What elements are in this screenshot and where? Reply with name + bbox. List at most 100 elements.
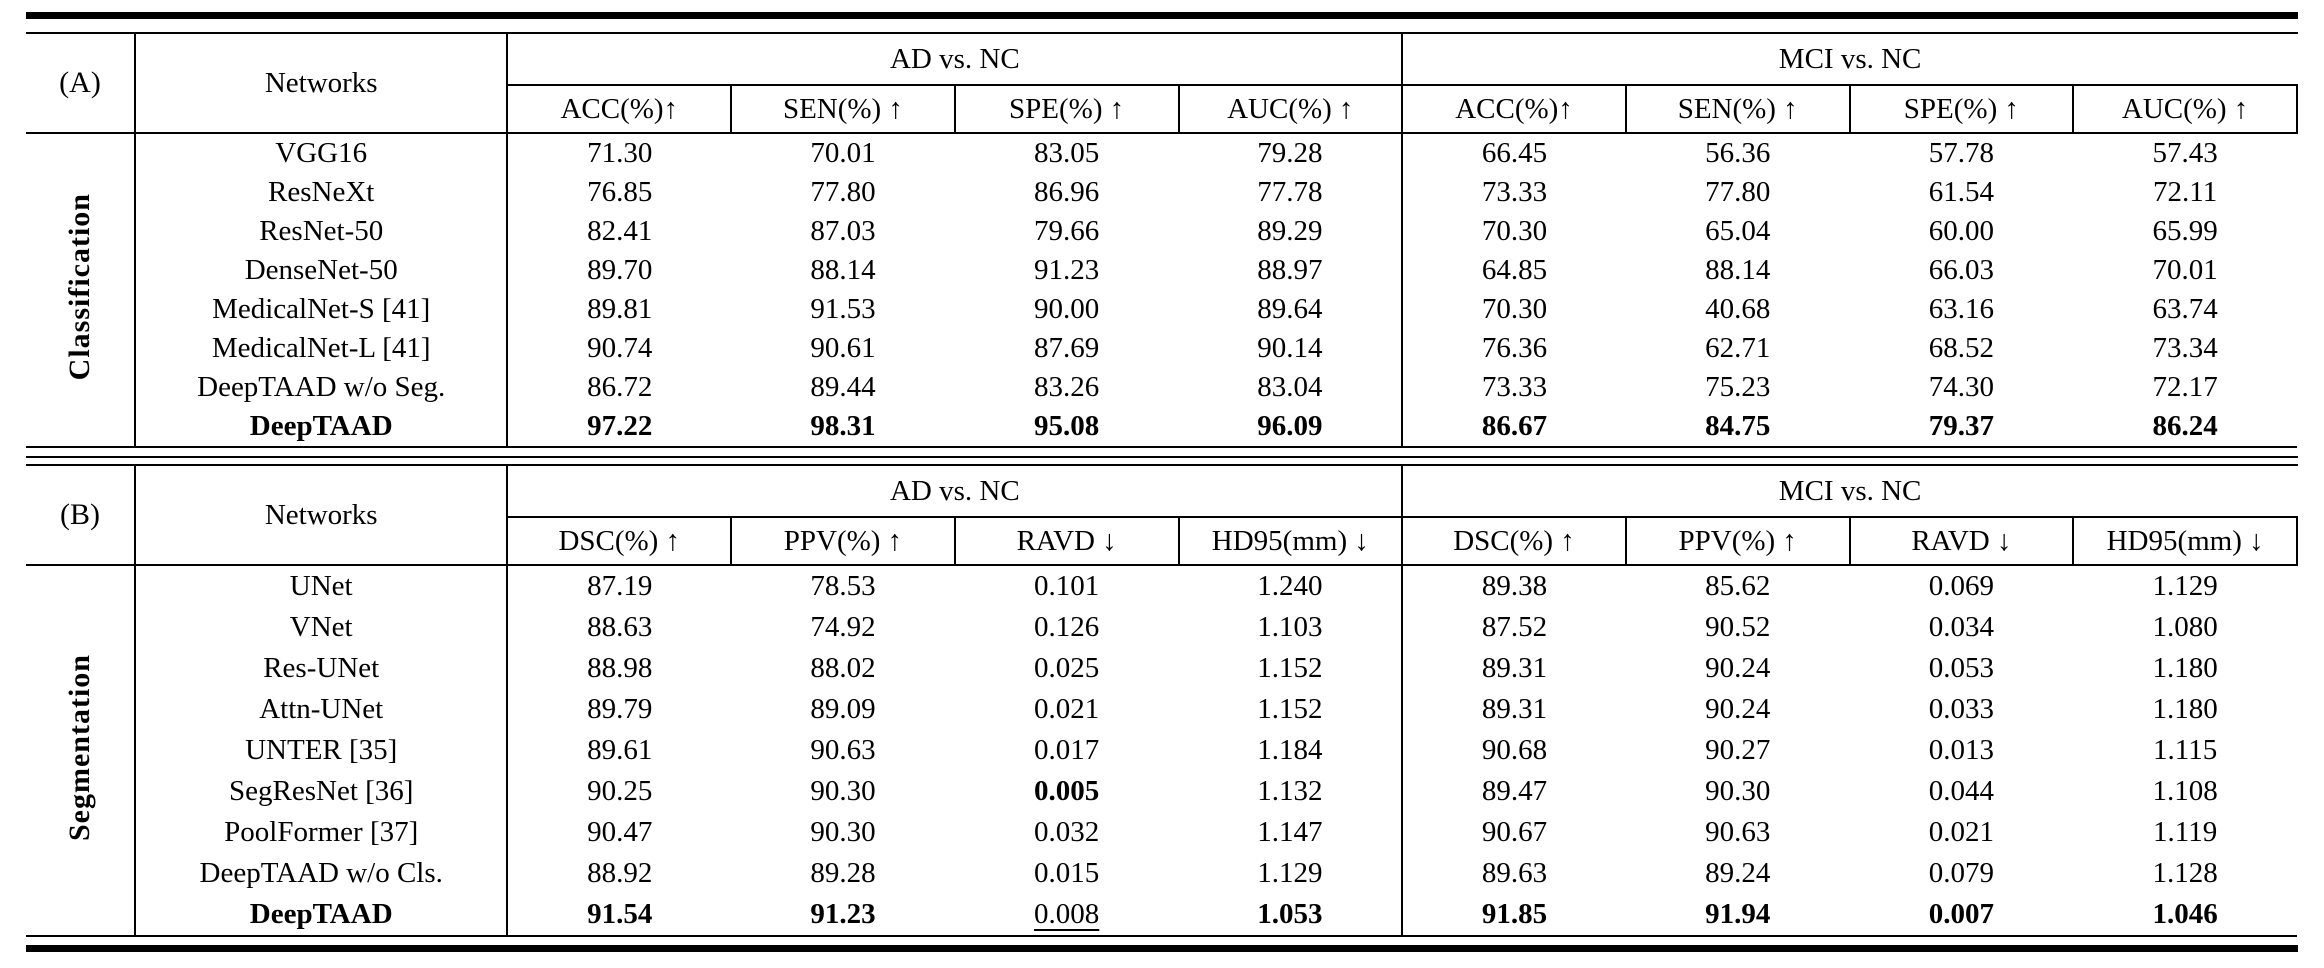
classification-table-body: Classification VGG16 71.30 70.01 83.05 79.28 6… bbox=[26, 133, 2297, 448]
metric-value-cell: 88.98 bbox=[587, 652, 653, 684]
metric-value-cell: 91.53 bbox=[810, 293, 876, 325]
metric-value-cell: 0.032 bbox=[1034, 816, 1100, 848]
table-row: MedicalNet-S [41] 89.81 91.53 90.00 89.64 70.… bbox=[26, 290, 2297, 329]
metric-value-cell: 0.017 bbox=[1034, 734, 1100, 766]
network-name-cell: VNet bbox=[135, 607, 509, 648]
group-header-mci-vs-nc: MCI vs. NC bbox=[1402, 466, 2297, 518]
table-row: SegResNet [36] 90.25 90.30 0.005 1.132 89.47 9… bbox=[26, 771, 2297, 812]
top-rule-thick bbox=[26, 12, 2298, 19]
metric-value-cell: 1.147 bbox=[1178, 812, 1404, 853]
section-label-text: Segmentation bbox=[63, 654, 96, 841]
table-row: DeepTAAD w/o Cls. 88.92 89.28 0.015 1.129 89.… bbox=[26, 853, 2297, 894]
metric-value-cell: 0.069 bbox=[1928, 570, 1995, 602]
metric-value-cell: 0.025 bbox=[1034, 652, 1100, 684]
metric-value-cell: 1.103 bbox=[1178, 607, 1404, 648]
metric-value-cell: 1.119 bbox=[2153, 816, 2218, 848]
metric-value-cell: 0.053 bbox=[1928, 652, 1995, 684]
table-separator-rule bbox=[26, 456, 2298, 466]
table-row: DeepTAAD 97.22 98.31 95.08 96.09 86.67 84.75 79… bbox=[26, 407, 2297, 448]
bottom-rule-gap bbox=[26, 937, 2298, 945]
network-name-cell: VGG16 bbox=[135, 133, 509, 173]
metric-value-cell: 66.45 bbox=[1481, 137, 1548, 169]
metric-value-cell: 0.007 bbox=[1849, 894, 2074, 937]
metric-header-hd95-mci: HD95(mm) ↓ bbox=[2072, 517, 2298, 566]
metric-value-cell: 1.129 bbox=[2152, 570, 2218, 602]
metric-value-cell: 91.23 bbox=[1034, 254, 1100, 286]
metric-value-cell: 79.37 bbox=[1849, 407, 2074, 448]
network-name-cell: DenseNet-50 bbox=[135, 251, 509, 290]
metric-header-ravd-mci: RAVD ↓ bbox=[1848, 517, 2075, 566]
metric-value-cell: 0.015 bbox=[1034, 857, 1100, 889]
metric-header-ppv-mci: PPV(%) ↑ bbox=[1624, 517, 1851, 566]
metric-header-ppv-ad: PPV(%) ↑ bbox=[730, 517, 956, 566]
metric-value-cell: 79.66 bbox=[1034, 215, 1100, 247]
metric-value-cell: 90.52 bbox=[1705, 611, 1771, 643]
metric-value-cell: 86.96 bbox=[1034, 176, 1100, 208]
metric-value-cell: 89.70 bbox=[587, 254, 653, 286]
segmentation-table-body: Segmentation UNet 87.19 78.53 0.101 1.240 89.3… bbox=[26, 565, 2297, 937]
metric-value-cell: 62.71 bbox=[1705, 332, 1771, 364]
networks-header: Networks bbox=[135, 34, 509, 134]
network-name-cell: ResNeXt bbox=[135, 173, 509, 212]
metric-value-cell: 1.240 bbox=[1178, 565, 1404, 607]
panel-label-b: (B) bbox=[26, 466, 136, 566]
metric-value-cell: 56.36 bbox=[1705, 137, 1771, 169]
metric-value-cell: 79.28 bbox=[1178, 133, 1404, 173]
metric-value-cell: 0.005 bbox=[1034, 775, 1100, 807]
metric-value-cell: 90.74 bbox=[587, 332, 653, 364]
metric-value-cell: 70.01 bbox=[2152, 254, 2218, 286]
network-name-cell: SegResNet [36] bbox=[135, 771, 509, 812]
metric-value-cell: 70.30 bbox=[1481, 215, 1548, 247]
metric-value-cell: 88.02 bbox=[810, 652, 876, 684]
metric-value-cell: 74.92 bbox=[810, 611, 876, 643]
metric-value-cell: 88.14 bbox=[810, 254, 876, 286]
metric-value-cell: 74.30 bbox=[1928, 371, 1995, 403]
top-rule-gap bbox=[26, 19, 2298, 32]
metric-value-cell: 63.16 bbox=[1928, 293, 1995, 325]
metric-value-cell: 1.152 bbox=[1178, 689, 1404, 730]
metric-value-cell: 95.08 bbox=[954, 407, 1179, 448]
metric-value-cell: 64.85 bbox=[1481, 254, 1548, 286]
metric-value-cell: 0.033 bbox=[1928, 693, 1995, 725]
metric-value-cell: 70.01 bbox=[810, 137, 876, 169]
metric-value-cell: 83.05 bbox=[1034, 137, 1100, 169]
metric-value-cell: 1.129 bbox=[1178, 853, 1404, 894]
metric-value-cell: 1.132 bbox=[1178, 771, 1404, 812]
metric-value-cell: 65.04 bbox=[1705, 215, 1771, 247]
metric-header-dsc-mci: DSC(%) ↑ bbox=[1401, 517, 1627, 566]
metric-value-cell: 90.67 bbox=[1481, 816, 1548, 848]
metric-value-cell: 73.34 bbox=[2152, 332, 2218, 364]
metric-value-cell: 78.53 bbox=[810, 570, 876, 602]
metric-value-cell: 83.26 bbox=[1034, 371, 1100, 403]
table-row: ResNeXt 76.85 77.80 86.96 77.78 73.33 77.80 61.… bbox=[26, 173, 2297, 212]
metric-value-cell: 1.046 bbox=[2073, 894, 2297, 937]
table-row: UNTER [35] 89.61 90.63 0.017 1.184 90.68 90.27… bbox=[26, 730, 2297, 771]
metric-value-cell: 90.30 bbox=[1705, 775, 1771, 807]
classification-table: (A) Networks AD vs. NC MCI vs. NC ACC(%)… bbox=[26, 34, 2298, 448]
metric-value-cell: 89.79 bbox=[587, 693, 653, 725]
section-label: Classification bbox=[26, 133, 136, 448]
metric-value-cell: 90.25 bbox=[587, 775, 653, 807]
metric-value-cell: 0.126 bbox=[1034, 611, 1100, 643]
metric-value-cell: 57.78 bbox=[1928, 137, 1995, 169]
table-row: PoolFormer [37] 90.47 90.30 0.032 1.147 90.67… bbox=[26, 812, 2297, 853]
metric-header-spe-mci: SPE(%) ↑ bbox=[1848, 85, 2075, 134]
metric-value-cell: 88.92 bbox=[587, 857, 653, 889]
table-separator-gap bbox=[26, 448, 2298, 456]
group-header-ad-vs-nc: AD vs. NC bbox=[507, 34, 1404, 86]
metric-value-cell: 77.78 bbox=[1178, 173, 1404, 212]
metric-value-cell: 84.75 bbox=[1625, 407, 1850, 448]
network-name-cell: DeepTAAD w/o Seg. bbox=[135, 368, 509, 407]
metric-header-dsc-ad: DSC(%) ↑ bbox=[506, 517, 733, 566]
metric-header-auc-ad: AUC(%) ↑ bbox=[1177, 85, 1404, 134]
metric-value-cell: 87.19 bbox=[587, 570, 653, 602]
metric-value-cell: 0.021 bbox=[1034, 693, 1100, 725]
network-name-cell: MedicalNet-S [41] bbox=[135, 290, 509, 329]
metric-value-cell: 76.36 bbox=[1481, 332, 1548, 364]
metric-value-cell: 88.97 bbox=[1178, 251, 1404, 290]
metric-value-cell: 89.63 bbox=[1481, 857, 1548, 889]
metric-value-cell: 1.180 bbox=[2152, 693, 2218, 725]
metric-header-sen-mci: SEN(%) ↑ bbox=[1624, 85, 1851, 134]
metric-value-cell: 89.24 bbox=[1705, 857, 1771, 889]
